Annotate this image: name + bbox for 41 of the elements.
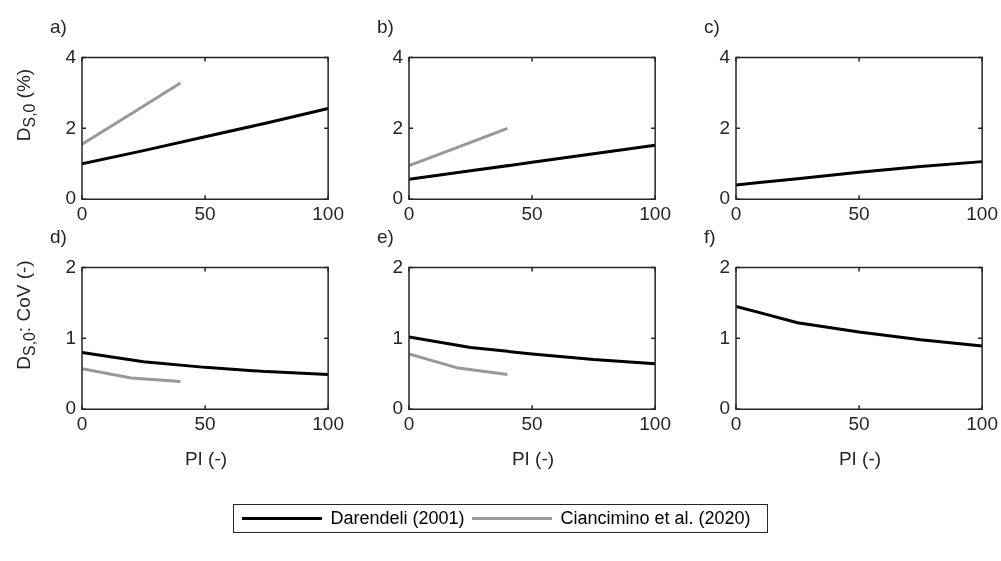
- x-tick-label: 50: [194, 412, 216, 434]
- y-tick-label: 4: [719, 45, 731, 67]
- x-tick-label: 100: [639, 412, 671, 434]
- chart-title: f): [704, 226, 716, 248]
- chart-title: b): [377, 16, 394, 38]
- chart-title: c): [704, 16, 720, 38]
- x-tick-label: 100: [966, 202, 998, 224]
- x-tick-label: 100: [966, 412, 998, 434]
- x-tick-label: 100: [312, 202, 344, 224]
- y-tick-label: 4: [65, 45, 77, 67]
- x-tick-label: 50: [521, 202, 543, 224]
- legend-label: Darendeli (2001): [330, 508, 465, 529]
- y-tick-label: 4: [392, 45, 404, 67]
- chart-title: a): [50, 16, 67, 38]
- chart-title: e): [377, 226, 394, 248]
- x-tick-label: 50: [194, 202, 216, 224]
- y-tick-label: 0: [65, 397, 76, 419]
- y-tick-label: 2: [65, 116, 76, 138]
- y-tick-label: 1: [392, 326, 403, 348]
- y-tick-label: 0: [392, 397, 403, 419]
- x-tick-label: 100: [312, 412, 344, 434]
- y-tick-label: 2: [392, 116, 403, 138]
- y-tick-label: 2: [719, 116, 730, 138]
- x-tick-label: 100: [639, 202, 671, 224]
- x-tick-label: 50: [521, 412, 543, 434]
- x-axis-title: PI (-): [837, 448, 883, 470]
- y-tick-label: 1: [719, 326, 730, 348]
- legend-label: Ciancimino et al. (2020): [560, 508, 751, 529]
- x-axis-title: PI (-): [510, 448, 556, 470]
- y-tick-label: 0: [719, 397, 730, 419]
- chart-title: d): [50, 226, 67, 248]
- y-tick-label: 0: [392, 187, 403, 209]
- y-tick-label: 2: [719, 255, 730, 277]
- y-tick-label: 0: [65, 187, 76, 209]
- x-tick-label: 50: [848, 412, 870, 434]
- y-tick-label: 1: [65, 326, 76, 348]
- y-tick-label: 2: [392, 255, 403, 277]
- y-tick-label: 2: [65, 255, 76, 277]
- x-tick-label: 50: [848, 202, 870, 224]
- y-tick-label: 0: [719, 187, 730, 209]
- x-axis-title: PI (-): [183, 448, 229, 470]
